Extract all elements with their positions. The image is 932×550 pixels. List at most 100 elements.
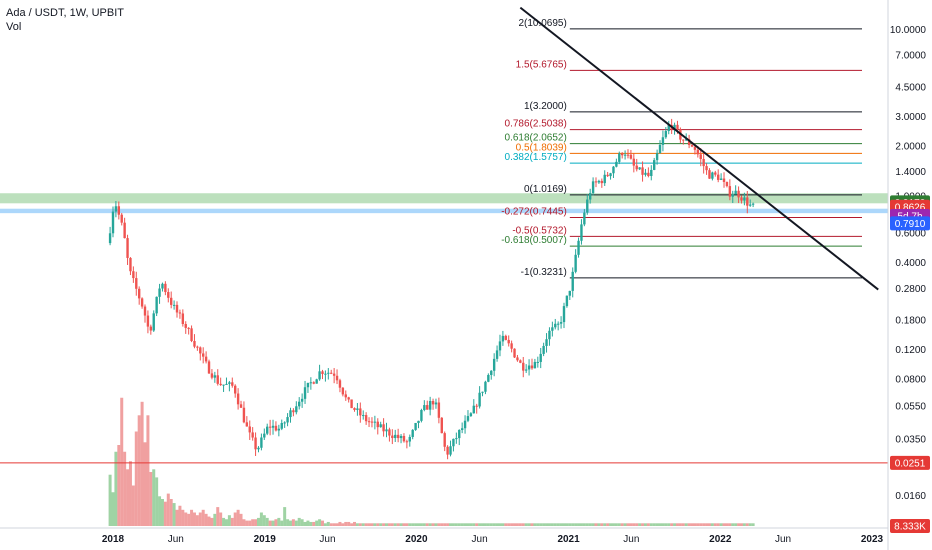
candle-body [527,365,531,370]
candle-body [719,178,723,180]
candle-body [193,340,196,347]
volume-bar [390,523,394,526]
candle [169,291,173,309]
volume-bar [577,523,581,526]
candle [580,219,583,245]
volume-bar [661,523,665,526]
candle [737,186,740,204]
candle-body [609,173,612,177]
volume-bar [373,523,377,526]
candle [149,324,153,335]
price-tag-5: 8.333K [890,519,930,533]
candle [629,149,633,160]
candle-body [751,203,755,205]
candle-body [650,169,653,176]
volume-bar [134,431,138,526]
candle [362,410,365,420]
volume-bar [224,519,228,526]
candle-body [466,416,470,421]
candle-body [591,181,595,194]
candle [411,429,414,440]
candle-body [289,410,292,418]
candle-body [219,383,222,386]
volume-bar [486,523,490,526]
candle-body [167,292,170,298]
candle-body [571,271,574,291]
candle-body [684,139,688,141]
x-tick-label: Jun [623,534,639,545]
x-tick-label: Jun [168,534,184,545]
volume-bar [399,523,403,526]
x-tick-label: 2018 [102,534,125,545]
candle [652,157,656,171]
candle-body [315,379,318,384]
candle [324,370,327,382]
candle [623,150,627,160]
x-tick-label: Jun [472,534,488,545]
candle-body [652,160,656,170]
volume-bar [571,523,575,526]
candle-body [298,401,301,407]
candle [388,427,391,442]
candle [140,297,144,309]
candle [370,417,374,428]
candle [632,153,636,173]
candle [699,148,702,167]
candle [612,166,615,178]
candle [734,185,737,195]
candle-body [516,357,519,361]
candle [661,130,665,152]
volume-bar [326,521,330,526]
candle-body [682,139,685,141]
candle-body [210,373,214,378]
candle-body [714,172,717,175]
candle-body [586,199,589,213]
candle-body [469,413,473,417]
candle [618,151,621,165]
volume-bar [742,523,746,526]
candle [475,403,478,414]
volume-bar [739,523,743,526]
volume-bar [707,523,711,526]
candle-body [379,424,382,428]
volume-bar [239,513,243,526]
volume-bar [545,523,549,526]
candle [114,201,118,218]
candle [609,172,612,180]
y-tick-label: 0.0550 [895,402,926,413]
candle-body [495,350,499,359]
candle [239,400,243,408]
volume-bar [632,523,636,526]
candle-body [216,375,219,384]
candle [641,161,644,182]
candle [469,412,473,417]
indicator-label: Vol [6,21,22,33]
candle-body [507,339,510,344]
candle [187,327,190,335]
candle [222,384,225,392]
candle [274,421,278,432]
candle-body [449,446,452,455]
volume-bar [387,523,391,526]
volume-bar [271,520,275,526]
volume-bar [259,512,263,526]
candle-body [638,167,641,170]
candle-body [126,238,129,258]
candle-body [388,429,391,436]
candle [513,348,516,358]
candle-body [647,172,650,176]
candle-body [187,327,190,329]
candle [524,364,528,373]
candle [152,310,155,332]
candle [620,152,624,159]
candle-body [524,369,528,371]
volume-bar [515,523,519,526]
candle [132,266,135,283]
candle [466,410,470,423]
volume-bar [175,509,179,526]
volume-bar [137,415,141,526]
candle [583,209,586,227]
candle-body [542,345,545,354]
volume-bar [393,523,397,526]
